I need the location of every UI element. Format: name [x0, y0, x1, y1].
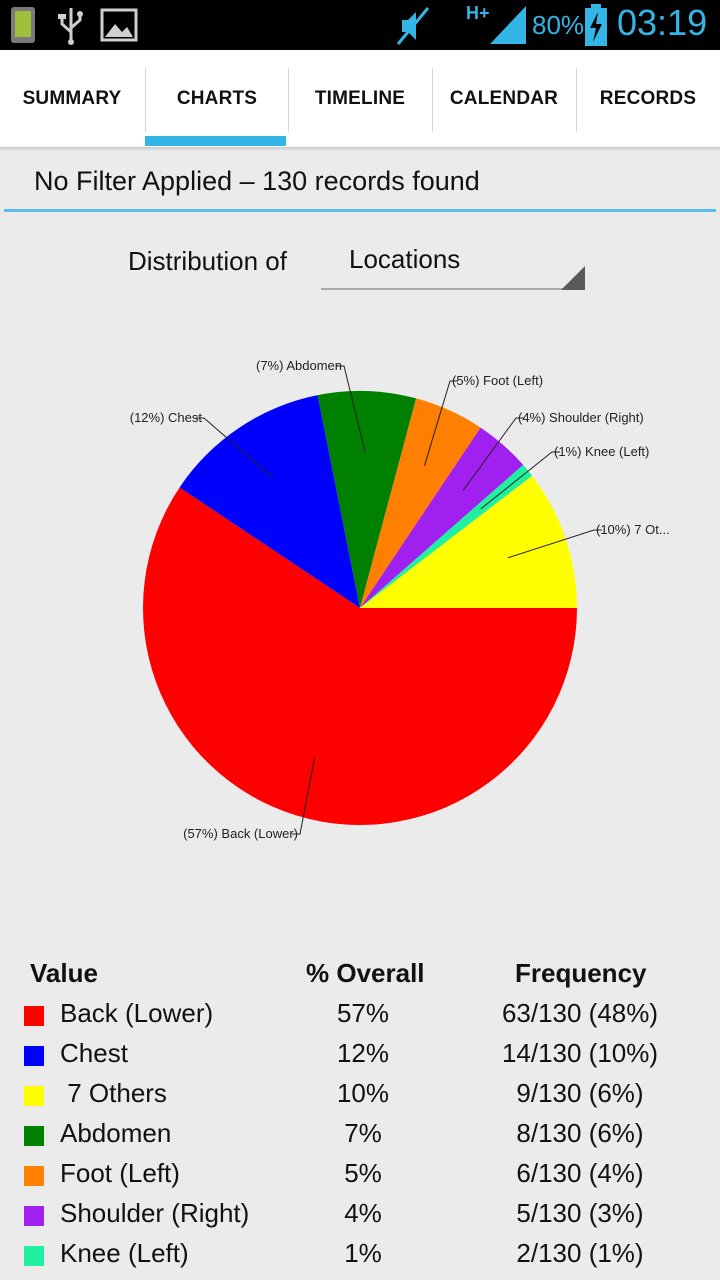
- distribution-label: Distribution of: [128, 246, 287, 276]
- tab-summary[interactable]: SUMMARY: [22, 88, 122, 109]
- image-icon: [100, 8, 138, 42]
- status-bar: H+ 80% 03:19: [0, 0, 720, 50]
- pie-slice-chest: [179, 395, 360, 608]
- battery-percent: 80%: [532, 10, 585, 40]
- pie-label: (7%) Abdomen: [256, 358, 342, 373]
- legend-swatch: [24, 1246, 44, 1266]
- tab-timeline[interactable]: TIMELINE: [314, 88, 406, 109]
- legend-row: Chest 12% 14/130 (10%): [0, 1038, 720, 1078]
- pie-label: (57%) Back (Lower): [183, 826, 298, 841]
- dropdown-arrow-icon: [561, 266, 585, 290]
- clock: 03:19: [617, 2, 708, 43]
- network-type: H+: [466, 3, 490, 23]
- legend-row-frequency: 6/130 (4%): [516, 1158, 644, 1188]
- selected-tab-indicator: [145, 136, 286, 146]
- pie-chart: (57%) Back (Lower) (12%) Chest (7%) Abdome…: [130, 358, 670, 841]
- distribution-selected-value: Locations: [349, 244, 461, 274]
- distribution-dropdown[interactable]: Locations: [321, 240, 585, 292]
- pie-leader-line: [292, 757, 316, 835]
- legend-row: Abdomen 7% 8/130 (6%): [0, 1118, 720, 1158]
- legend-swatch: [24, 1126, 44, 1146]
- legend-row-percent: 1%: [344, 1238, 382, 1268]
- pie-slice-knee-left: [360, 464, 533, 608]
- legend-row-name: 7 Others: [60, 1078, 167, 1108]
- pie-slice-foot-left: [360, 398, 481, 608]
- legend-header-value: Value: [30, 958, 98, 988]
- tab-charts[interactable]: CHARTS: [176, 88, 258, 109]
- legend-swatch: [24, 1046, 44, 1066]
- legend-row-frequency: 63/130 (48%): [501, 998, 659, 1028]
- pie-label: (12%) Chest: [130, 410, 203, 425]
- legend-row-percent: 10%: [336, 1078, 390, 1108]
- pie-leader-line: [507, 529, 602, 559]
- legend-row: 7 Others 10% 9/130 (6%): [0, 1078, 720, 1118]
- tab-calendar[interactable]: CALENDAR: [449, 88, 559, 109]
- legend-row-frequency: 9/130 (6%): [516, 1078, 644, 1108]
- legend-row-name: Chest: [60, 1038, 128, 1068]
- pie-slice-abdomen: [317, 391, 417, 608]
- legend-row-name: Foot (Left): [60, 1158, 180, 1188]
- legend-row-frequency: 14/130 (10%): [501, 1038, 659, 1068]
- filter-divider: [4, 209, 716, 212]
- tab-divider: [432, 68, 433, 132]
- tab-divider: [576, 68, 577, 132]
- tab-divider: [145, 68, 146, 132]
- pie-leader-line: [336, 365, 366, 452]
- legend-row-name: Abdomen: [60, 1118, 172, 1148]
- legend-row-frequency: 2/130 (1%): [516, 1238, 644, 1268]
- pie-leader-line: [196, 417, 274, 479]
- legend-header-frequency: Frequency: [515, 958, 647, 988]
- pie-label: (1%) Knee (Left): [554, 444, 649, 459]
- legend-row-percent: 7%: [344, 1118, 382, 1148]
- legend-row: Knee (Left) 1% 2/130 (1%): [0, 1238, 720, 1278]
- legend-row-name: Shoulder (Right): [60, 1198, 250, 1228]
- legend-row: Back (Lower) 57% 63/130 (48%): [0, 998, 720, 1038]
- pie-slice-7-others: [360, 475, 577, 608]
- pie-label: (4%) Shoulder (Right): [518, 410, 644, 425]
- pie-leader-line: [462, 417, 524, 491]
- legend-swatch: [24, 1006, 44, 1026]
- tab-records[interactable]: RECORDS: [599, 88, 697, 109]
- tab-bar: SUMMARY CHARTS TIMELINE CALENDAR RECORDS: [0, 50, 720, 148]
- mute-icon: [396, 7, 430, 45]
- battery-charging-icon: [585, 4, 607, 46]
- legend-swatch: [24, 1166, 44, 1186]
- filter-status: No Filter Applied – 130 records found: [34, 166, 480, 196]
- legend-swatch: [24, 1086, 44, 1106]
- legend-row-percent: 4%: [344, 1198, 382, 1228]
- pie-leader-line: [424, 380, 458, 466]
- dropdown-underline: [321, 288, 585, 290]
- signal-icon: [490, 6, 526, 44]
- legend-row: Foot (Left) 5% 6/130 (4%): [0, 1158, 720, 1198]
- legend-swatch: [24, 1206, 44, 1226]
- legend-row-percent: 12%: [336, 1038, 390, 1068]
- usb-icon: [58, 8, 83, 45]
- legend-row-frequency: 5/130 (3%): [516, 1198, 644, 1228]
- pie-slice-back-lower: [142, 487, 577, 825]
- legend-row-percent: 5%: [344, 1158, 382, 1188]
- legend-row-frequency: 8/130 (6%): [516, 1118, 644, 1148]
- legend-row-name: Back (Lower): [60, 998, 214, 1028]
- legend-row-percent: 57%: [336, 998, 390, 1028]
- tab-shadow: [0, 147, 720, 151]
- pie-leader-line: [480, 451, 560, 510]
- legend-row: Shoulder (Right) 4% 5/130 (3%): [0, 1198, 720, 1238]
- pie-label: (10%) 7 Ot...: [596, 522, 670, 537]
- legend-row-name: Knee (Left): [60, 1238, 189, 1268]
- tab-divider: [288, 68, 289, 132]
- phone-icon: [11, 7, 35, 43]
- legend-header-overall: % Overall: [306, 958, 425, 988]
- pie-label: (5%) Foot (Left): [452, 373, 543, 388]
- pie-slice-shoulder-right: [360, 427, 524, 608]
